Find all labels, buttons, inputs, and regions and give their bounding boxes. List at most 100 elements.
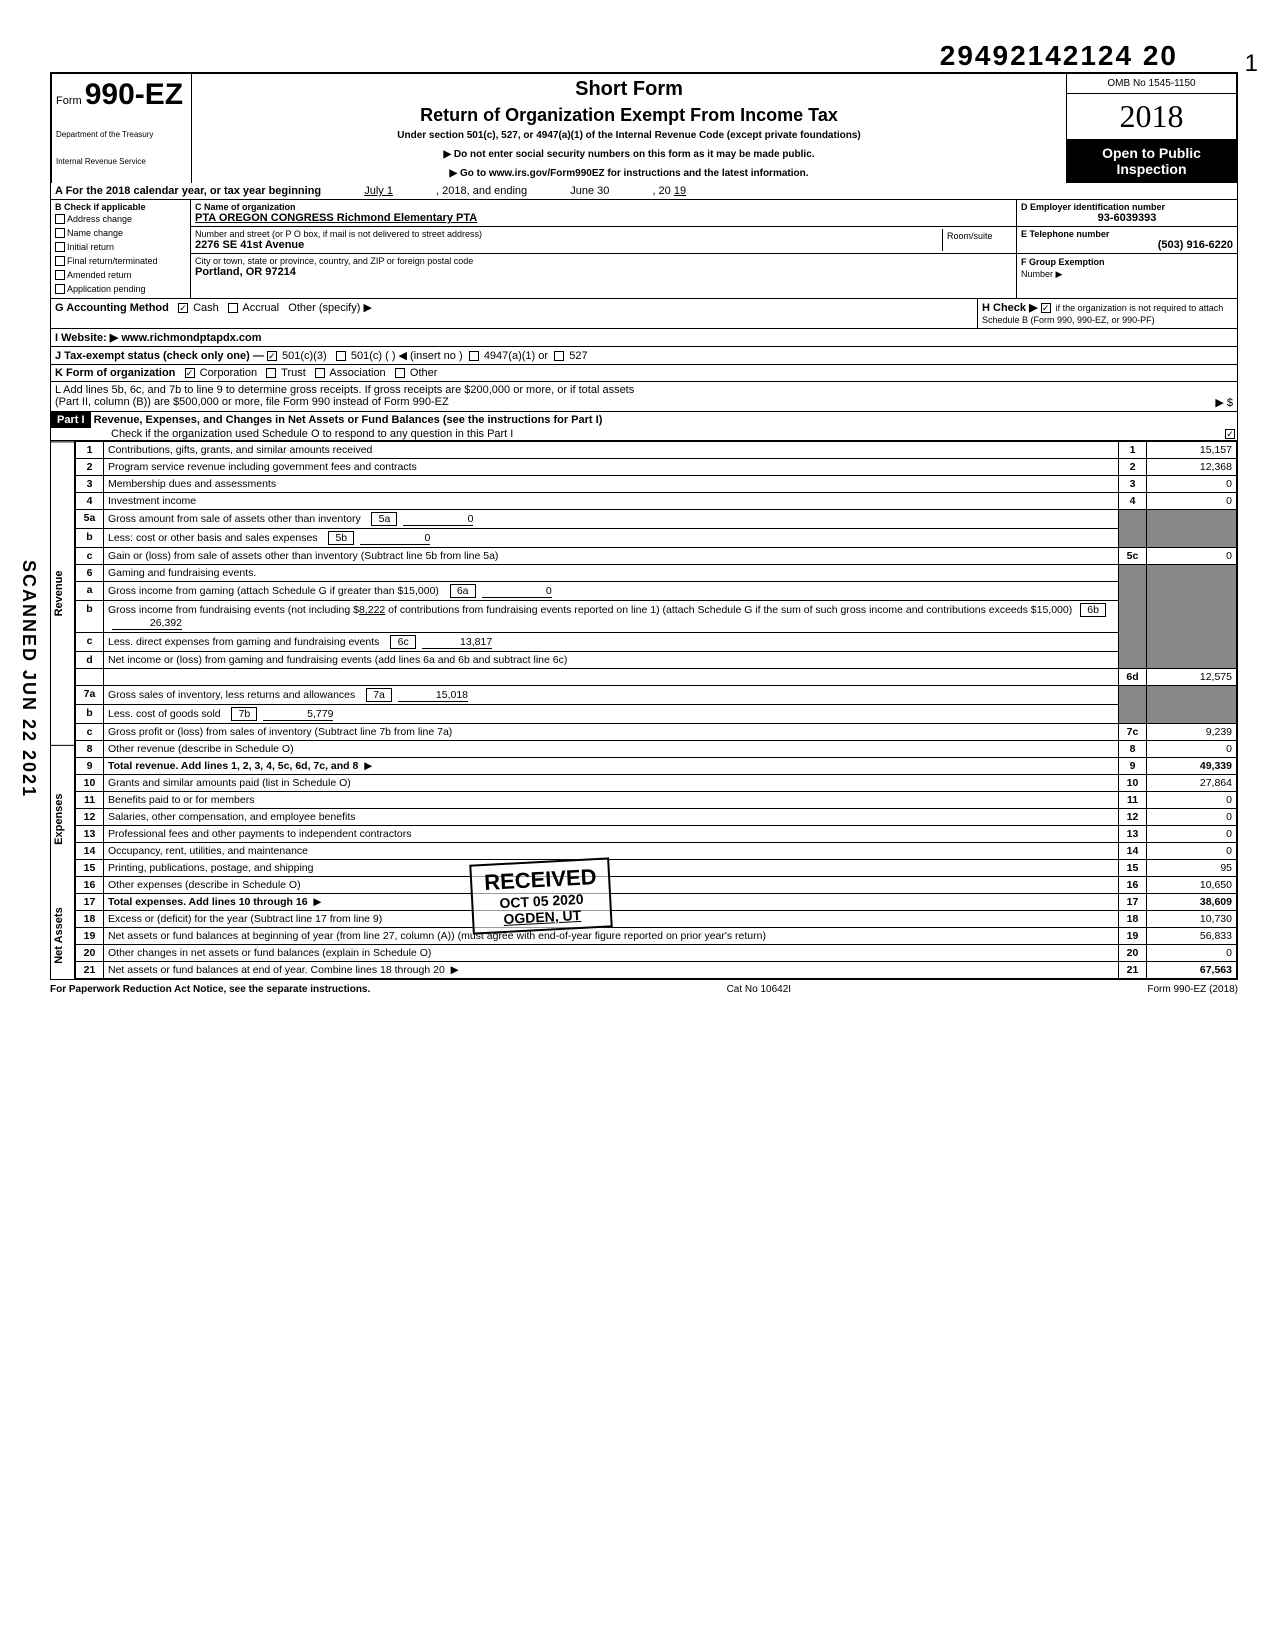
line12-desc: Salaries, other compensation, and employ… — [104, 809, 1119, 826]
chk-address-change[interactable] — [55, 214, 65, 224]
lbl-accrual: Accrual — [242, 302, 279, 314]
lbl-cash: Cash — [193, 302, 219, 314]
lbl-corp: Corporation — [200, 367, 257, 379]
line7c-desc: Gross profit or (loss) from sales of inv… — [104, 724, 1119, 741]
line9-desc: Total revenue. Add lines 1, 2, 3, 4, 5c,… — [108, 760, 358, 772]
lbl-initial-return: Initial return — [67, 242, 114, 252]
line19-amt: 56,833 — [1147, 928, 1237, 945]
line8-desc: Other revenue (describe in Schedule O) — [104, 741, 1119, 758]
line4-desc: Investment income — [104, 493, 1119, 510]
section-expenses: Expenses — [51, 745, 74, 892]
omb-number: OMB No 1545-1150 — [1067, 74, 1236, 94]
part-i-label: Part I — [51, 412, 91, 428]
website: www.richmondptapdx.com — [121, 332, 261, 344]
lbl-address-change: Address change — [67, 214, 132, 224]
line5a-desc: Gross amount from sale of assets other t… — [108, 513, 361, 525]
line6d-desc: Net income or (loss) from gaming and fun… — [104, 652, 1119, 669]
line1-desc: Contributions, gifts, grants, and simila… — [104, 442, 1119, 459]
chk-scho-parti[interactable] — [1225, 429, 1235, 439]
lbl-name-change: Name change — [67, 228, 123, 238]
return-title: Return of Organization Exempt From Incom… — [200, 105, 1058, 126]
line12-amt: 0 — [1147, 809, 1237, 826]
page-number: 1 — [1245, 50, 1258, 78]
scanned-stamp: SCANNED JUN 22 2021 — [18, 560, 39, 798]
open-public-1: Open to Public — [1071, 145, 1232, 161]
line5b-desc: Less: cost or other basis and sales expe… — [108, 532, 318, 544]
footer-cat: Cat No 10642I — [727, 984, 792, 995]
line14-amt: 0 — [1147, 843, 1237, 860]
chk-corp[interactable] — [185, 368, 195, 378]
line5a-sub: 0 — [403, 513, 473, 526]
room-suite-label: Room/suite — [942, 229, 1012, 251]
line7b-desc: Less. cost of goods sold — [108, 708, 221, 720]
lbl-final-return: Final return/terminated — [67, 256, 158, 266]
chk-other-org[interactable] — [395, 368, 405, 378]
line-j-label: J Tax-exempt status (check only one) — — [55, 350, 264, 362]
line2-desc: Program service revenue including govern… — [104, 459, 1119, 476]
tax-year-end: June 30 — [570, 185, 609, 197]
phone: (503) 916-6220 — [1021, 239, 1233, 251]
line7c-amt: 9,239 — [1147, 724, 1237, 741]
line11-amt: 0 — [1147, 792, 1237, 809]
chk-application-pending[interactable] — [55, 284, 65, 294]
org-city: Portland, OR 97214 — [195, 266, 1012, 278]
chk-527[interactable] — [554, 351, 564, 361]
line-a-mid: , 2018, and ending — [436, 185, 527, 197]
line13-desc: Professional fees and other payments to … — [104, 826, 1119, 843]
line-l-text2: (Part II, column (B)) are $500,000 or mo… — [55, 396, 449, 408]
line1-amt: 15,157 — [1147, 442, 1237, 459]
lbl-527: 527 — [569, 350, 587, 362]
line-g-label: G Accounting Method — [55, 302, 169, 314]
chk-501c[interactable] — [336, 351, 346, 361]
line7a-sub: 15,018 — [398, 689, 468, 702]
tax-year: 2018 — [1067, 94, 1236, 139]
chk-name-change[interactable] — [55, 228, 65, 238]
section-revenue: Revenue — [51, 441, 74, 745]
line20-desc: Other changes in net assets or fund bala… — [104, 945, 1119, 962]
chk-h[interactable] — [1041, 303, 1051, 313]
dept-treasury: Department of the Treasury — [56, 130, 187, 139]
chk-amended-return[interactable] — [55, 270, 65, 280]
line5c-amt: 0 — [1147, 548, 1237, 565]
chk-initial-return[interactable] — [55, 242, 65, 252]
lbl-assoc: Association — [329, 367, 385, 379]
chk-assoc[interactable] — [315, 368, 325, 378]
line2-amt: 12,368 — [1147, 459, 1237, 476]
street-label: Number and street (or P O box, if mail i… — [195, 229, 942, 239]
line3-amt: 0 — [1147, 476, 1237, 493]
line17-desc: Total expenses. Add lines 10 through 16 — [108, 896, 308, 908]
ein: 93-6039393 — [1021, 212, 1233, 224]
line17-amt: 38,609 — [1147, 894, 1237, 911]
ssn-warning: ▶ Do not enter social security numbers o… — [200, 149, 1058, 160]
line5b-sub: 0 — [360, 532, 430, 545]
line-e-label: E Telephone number — [1021, 229, 1233, 239]
lbl-501c3: 501(c)(3) — [282, 350, 327, 362]
line21-amt: 67,563 — [1147, 962, 1237, 979]
dept-irs: Internal Revenue Service — [56, 157, 187, 166]
line-l-text1: L Add lines 5b, 6c, and 7b to line 9 to … — [55, 384, 1233, 396]
line7a-desc: Gross sales of inventory, less returns a… — [108, 689, 355, 701]
line5c-desc: Gain or (loss) from sale of assets other… — [104, 548, 1119, 565]
chk-4947[interactable] — [469, 351, 479, 361]
chk-trust[interactable] — [266, 368, 276, 378]
part-i-scho: Check if the organization used Schedule … — [111, 428, 513, 440]
line21-desc: Net assets or fund balances at end of ye… — [108, 964, 445, 976]
org-street: 2276 SE 41st Avenue — [195, 239, 942, 251]
lbl-4947: 4947(a)(1) or — [484, 350, 548, 362]
line-l-arrow: ▶ $ — [1215, 396, 1233, 409]
line6c-sub: 13,817 — [422, 636, 492, 649]
received-stamp: RECEIVED OCT 05 2020 OGDEN, UT — [469, 857, 613, 934]
line3-desc: Membership dues and assessments — [104, 476, 1119, 493]
line-i-label: I Website: ▶ — [55, 332, 118, 344]
line15-amt: 95 — [1147, 860, 1237, 877]
line9-amt: 49,339 — [1147, 758, 1237, 775]
chk-cash[interactable] — [178, 303, 188, 313]
line6c-desc: Less. direct expenses from gaming and fu… — [108, 636, 379, 648]
chk-accrual[interactable] — [228, 303, 238, 313]
tax-year-end-yr: 19 — [674, 185, 686, 197]
chk-final-return[interactable] — [55, 256, 65, 266]
line6b-intro: Gross income from fundraising events (no… — [108, 604, 359, 616]
chk-501c3[interactable] — [267, 351, 277, 361]
line-a-label: A For the 2018 calendar year, or tax yea… — [55, 185, 321, 197]
lbl-other-method: Other (specify) ▶ — [288, 302, 372, 314]
